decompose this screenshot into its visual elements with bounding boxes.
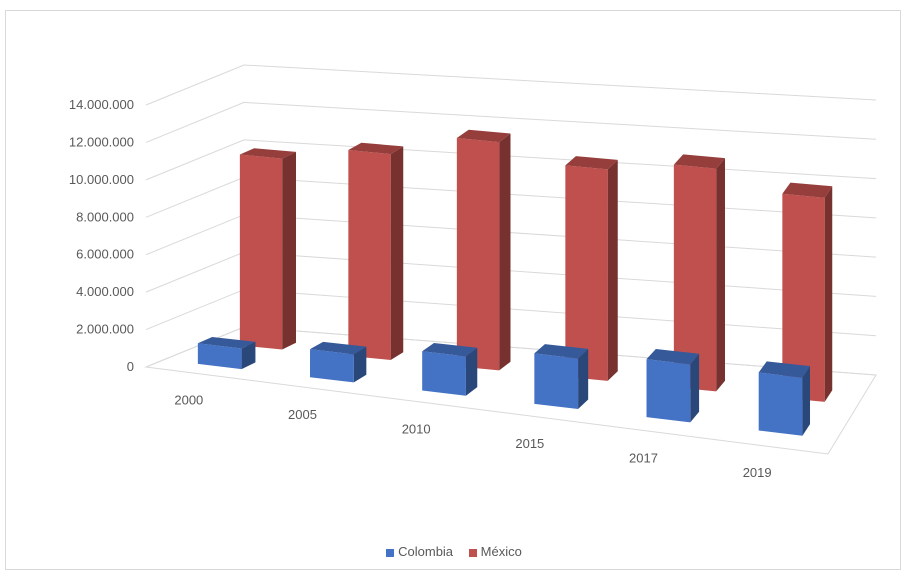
- bar-colombia-2005-top: [310, 341, 367, 355]
- bar-colombia-2017-side: [690, 353, 700, 423]
- y-tick-label: 6.000.000: [76, 247, 134, 262]
- bar-mxico-2000-side: [282, 151, 296, 350]
- legend: Colombia México: [0, 544, 908, 559]
- bar-mxico-2017: [673, 154, 725, 392]
- bar-colombia-2005: [310, 341, 367, 383]
- y-tick-label: 10.000.000: [69, 172, 134, 187]
- chart-area: [5, 10, 901, 570]
- gridline: [145, 139, 877, 181]
- bar-colombia-2019: [758, 361, 811, 436]
- gridline: [145, 64, 877, 106]
- bar-colombia-2010-side: [465, 347, 478, 396]
- bar-colombia-2019-top: [758, 361, 811, 378]
- legend-swatch-colombia: [386, 548, 395, 557]
- gridline: [145, 101, 877, 143]
- legend-label-colombia: Colombia: [398, 544, 454, 559]
- bar-mxico-2017-top: [673, 154, 725, 169]
- legend-item-colombia: Colombia: [386, 544, 453, 559]
- bar-colombia-2000-top: [197, 336, 256, 349]
- bar-mxico-2015: [565, 156, 618, 381]
- x-tick-label: 2010: [402, 421, 431, 436]
- bar-mxico-2015-front: [565, 165, 608, 381]
- y-tick-label: 2.000.000: [76, 322, 134, 337]
- bar-mxico-2019: [782, 182, 833, 402]
- bar-mxico-2019-front: [782, 193, 825, 402]
- bar-colombia-2000-front: [197, 343, 242, 370]
- legend-swatch-mexico: [468, 548, 477, 557]
- bar-colombia-2017: [646, 348, 700, 423]
- bar-mxico-2010: [456, 129, 511, 371]
- bar-mxico-2017-side: [716, 158, 725, 392]
- bar-mxico-2010-front: [456, 138, 500, 371]
- bar-mxico-2015-side: [607, 159, 618, 381]
- bar-colombia-2019-front: [758, 372, 803, 436]
- bar-mxico-2000: [239, 148, 296, 350]
- bar-colombia-2019-side: [802, 366, 811, 436]
- bar-mxico-2000-front: [239, 154, 283, 350]
- bar-mxico-2017-front: [673, 164, 717, 392]
- bar-mxico-2000-top: [239, 148, 296, 159]
- legend-label-mexico: México: [480, 544, 522, 559]
- bar-mxico-2015-top: [565, 156, 618, 170]
- bar-mxico-2010-side: [499, 133, 511, 371]
- x-tick-label: 2000: [174, 392, 203, 407]
- bar-colombia-2010: [422, 342, 478, 396]
- x-tick-label: 2019: [743, 465, 772, 480]
- bar-mxico-2019-side: [824, 186, 833, 402]
- x-tick-label: 2015: [515, 436, 544, 451]
- y-tick-label: 0: [127, 359, 134, 374]
- y-tick-label: 8.000.000: [76, 209, 134, 224]
- bar-colombia-2005-side: [353, 346, 367, 383]
- bar-colombia-2017-top: [646, 348, 700, 365]
- y-tick-label: 12.000.000: [69, 134, 134, 149]
- bar-colombia-2017-front: [646, 359, 691, 423]
- bar-colombia-2000: [197, 336, 256, 370]
- y-tick-label: 14.000.000: [69, 97, 134, 112]
- bar-mxico-2005-top: [348, 142, 404, 155]
- bar-mxico-2005-side: [390, 146, 404, 360]
- bar-colombia-2015-side: [578, 348, 589, 410]
- bar-mxico-2005-front: [348, 150, 391, 360]
- bar-colombia-2000-side: [241, 341, 256, 370]
- bar-colombia-2010-front: [422, 351, 466, 396]
- bar-colombia-2015-top: [534, 344, 589, 359]
- bar-mxico-2005: [348, 142, 404, 360]
- bar-colombia-2015-front: [534, 353, 579, 410]
- bar-mxico-2019-top: [782, 182, 833, 198]
- x-tick-label: 2005: [288, 407, 317, 422]
- bar-mxico-2010-top: [456, 129, 511, 143]
- bar-colombia-2015: [534, 344, 589, 410]
- bar-colombia-2005-front: [310, 349, 354, 383]
- y-tick-label: 4.000.000: [76, 284, 134, 299]
- bar-colombia-2010-top: [422, 342, 478, 357]
- legend-item-mexico: México: [468, 544, 522, 559]
- x-tick-label: 2017: [629, 450, 658, 465]
